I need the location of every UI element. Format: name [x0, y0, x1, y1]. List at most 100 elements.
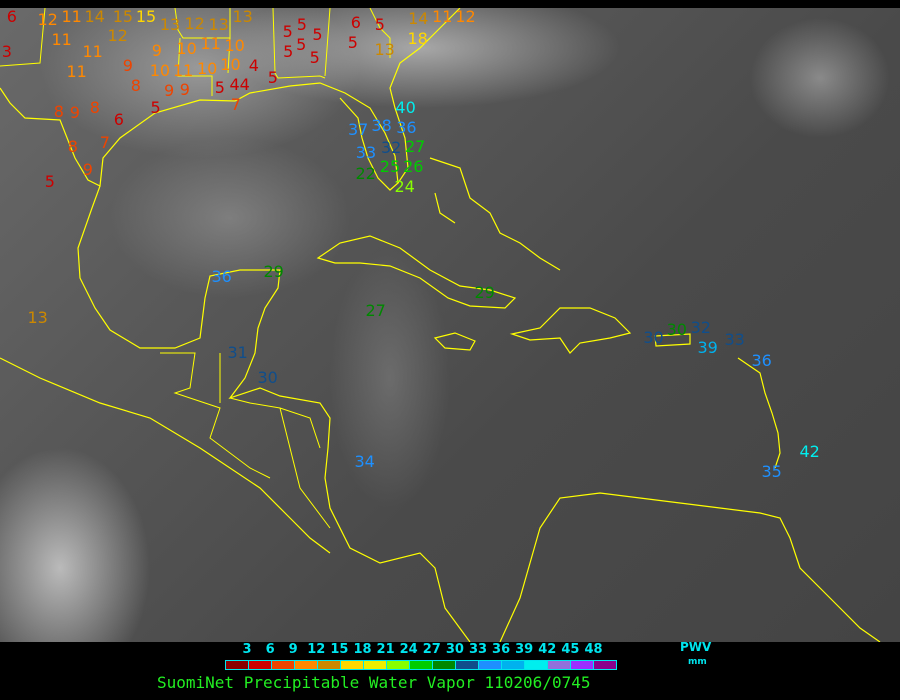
- south-america-coast: [499, 492, 881, 642]
- station-pwv-label: 5: [347, 32, 358, 52]
- station-pwv-label: 10: [176, 38, 197, 58]
- station-pwv-label: 13: [374, 39, 395, 59]
- station-pwv-label: 5: [267, 67, 278, 87]
- station-pwv-label: 5: [282, 21, 293, 41]
- station-pwv-label: 37: [347, 119, 369, 139]
- station-pwv-label: 29: [263, 261, 284, 281]
- legend-tick-label: 12: [307, 642, 326, 657]
- station-pwv-label: 9: [179, 79, 190, 99]
- station-pwv-label: 10: [224, 36, 245, 56]
- station-pwv-label: 25: [379, 157, 401, 177]
- station-pwv-label: 8: [89, 97, 100, 117]
- state-borders: [0, 8, 391, 96]
- station-pwv-label: 39: [697, 337, 718, 357]
- station-pwv-label: 11: [82, 41, 103, 61]
- central-america-borders: [160, 352, 331, 529]
- bahamas: [429, 157, 561, 271]
- station-pwv-label: 9: [82, 159, 93, 179]
- station-pwv-label: 10: [220, 55, 241, 75]
- station-pwv-label: 26: [403, 157, 424, 177]
- station-pwv-label: 11: [51, 30, 72, 49]
- station-pwv-label: 33: [355, 142, 377, 162]
- legend-swatch: [525, 661, 548, 669]
- legend-swatch: [502, 661, 525, 669]
- station-pwv-label: 5: [296, 34, 307, 54]
- legend-tick-label: 3: [242, 642, 252, 657]
- legend-tick-label: 48: [584, 642, 603, 657]
- legend-swatch: [456, 661, 479, 669]
- legend-swatch: [295, 661, 318, 669]
- legend-tick-label: 18: [353, 642, 372, 657]
- station-pwv-label: 5: [312, 24, 323, 44]
- station-pwv-label: 27: [365, 300, 386, 320]
- station-pwv-label: 5: [374, 14, 385, 34]
- legend-tick-label: 21: [376, 642, 395, 657]
- station-pwv-label: 29: [474, 282, 495, 302]
- legend-swatch: [341, 661, 364, 669]
- legend-swatch: [318, 661, 341, 669]
- station-pwv-label: 6: [113, 109, 124, 129]
- station-pwv-label: 15: [112, 8, 134, 26]
- hispaniola: [509, 307, 632, 354]
- station-pwv-label: 38: [371, 116, 392, 136]
- station-pwv-label: 5: [150, 97, 161, 117]
- mexico-coast: [77, 185, 471, 642]
- legend-tick-label: 30: [445, 642, 464, 657]
- station-pwv-label: 13: [159, 14, 181, 34]
- us-gulf-coast: [0, 82, 399, 191]
- legend-color-bar: [225, 660, 617, 670]
- legend-unit-label: PWV: [680, 640, 712, 654]
- station-pwv-label: 14: [84, 8, 105, 26]
- station-pwv-label: 10: [197, 58, 218, 78]
- legend-tick-label: 36: [492, 642, 511, 657]
- station-pwv-label: 9: [122, 55, 133, 75]
- station-pwv-label: 11: [173, 60, 194, 80]
- station-pwv-label: 36: [211, 266, 232, 286]
- legend-tick-label: 24: [399, 642, 418, 657]
- legend-tick-label: 6: [265, 642, 275, 657]
- station-pwv-label: 13: [27, 307, 48, 327]
- satellite-image: 6 12 11 11 14 15 12 15 13 12 13 13 3 11 9 10 11 10 10 11 9 10…: [0, 8, 900, 642]
- station-pwv-label: 36: [751, 350, 772, 370]
- station-pwv-label: 11: [432, 8, 453, 26]
- station-pwv-label: 18: [407, 28, 428, 48]
- station-pwv-label: 6: [350, 12, 361, 32]
- station-pwv-label: 8: [67, 136, 78, 156]
- station-pwv-label: 35: [761, 461, 782, 481]
- legend-unit: mm: [688, 657, 707, 667]
- puerto-rico: [654, 333, 691, 347]
- station-pwv-label: 32: [380, 137, 402, 157]
- station-pwv-label: 9: [69, 102, 80, 122]
- station-pwv-label: 12: [455, 8, 476, 26]
- station-pwv-label: 5: [44, 171, 55, 191]
- station-pwv-label: 8: [53, 101, 64, 121]
- station-pwv-label: 6: [6, 8, 17, 26]
- legend-swatch: [272, 661, 295, 669]
- station-pwv-label: 12: [184, 13, 205, 33]
- station-pwv-label: 13: [232, 8, 253, 26]
- station-pwv-label: 31: [227, 342, 248, 362]
- station-pwv-label: 33: [724, 329, 745, 349]
- station-pwv-label: 9: [164, 80, 175, 100]
- jamaica: [433, 332, 476, 351]
- florida-east-coast: [389, 8, 461, 184]
- station-pwv-label: 9: [151, 40, 162, 60]
- station-pwv-label: 11: [61, 8, 82, 26]
- station-pwv-label: 13: [208, 14, 229, 34]
- station-pwv-label: 5: [309, 47, 320, 67]
- legend-tick-label: 15: [330, 642, 349, 657]
- legend-tick-label: 33: [468, 642, 488, 657]
- legend-tick-label: 45: [561, 642, 580, 657]
- cuba: [316, 235, 517, 309]
- legend-swatch: [548, 661, 571, 669]
- legend-swatch: [410, 661, 433, 669]
- station-pwv-label: 42: [799, 441, 820, 461]
- station-pwv-label: 12: [37, 10, 58, 29]
- legend-swatch: [594, 661, 616, 669]
- station-pwv-label: 44: [229, 75, 250, 95]
- legend-swatch: [249, 661, 272, 669]
- station-pwv-label: 4: [248, 56, 259, 75]
- station-pwv-label: 24: [394, 177, 415, 197]
- station-pwv-label: 12: [107, 26, 128, 46]
